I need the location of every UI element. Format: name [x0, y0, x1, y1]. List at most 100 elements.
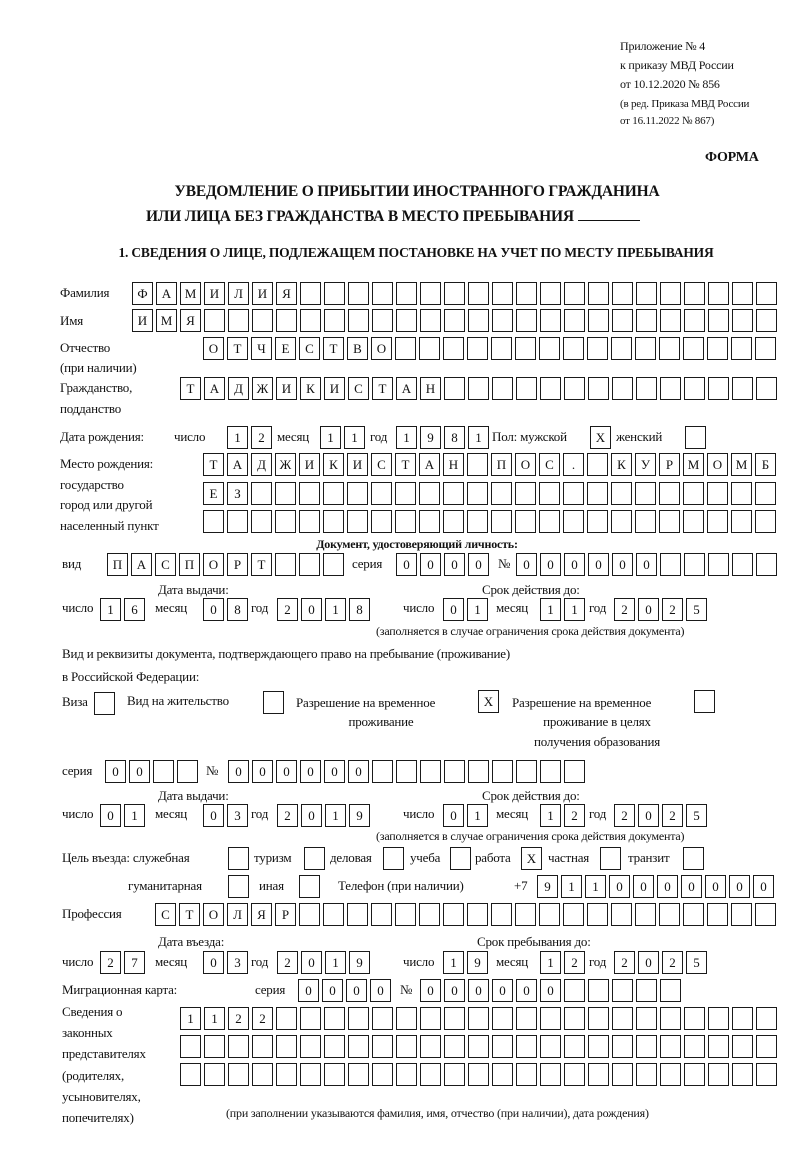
id-doc-number-field-char-box[interactable]	[660, 553, 681, 576]
representatives-field-char-box[interactable]	[228, 1035, 249, 1058]
birthplace-field-char-box[interactable]	[491, 510, 512, 533]
birthplace-field-char-box[interactable]	[659, 510, 680, 533]
birthplace-field-char-box[interactable]	[539, 482, 560, 505]
birthplace-field-char-box[interactable]: З	[227, 482, 248, 505]
citizenship-field-char-box[interactable]	[684, 377, 705, 400]
patronymic-field-char-box[interactable]	[683, 337, 704, 360]
id-doc-number-field-char-box[interactable]: 0	[564, 553, 585, 576]
representatives-field-char-box[interactable]	[732, 1035, 753, 1058]
representatives-field-char-box[interactable]	[324, 1007, 345, 1030]
surname-field-char-box[interactable]	[756, 282, 777, 305]
birthplace-field-char-box[interactable]: А	[419, 453, 440, 476]
id-doc-valid-year-char-box[interactable]: 2	[662, 598, 683, 621]
stay-doc-number-field-char-box[interactable]	[516, 760, 537, 783]
stay-doc-issue-year-char-box[interactable]: 2	[277, 804, 298, 827]
phone-field-char-box[interactable]: 0	[753, 875, 774, 898]
sex-male-checkbox[interactable]: X	[590, 426, 611, 449]
name-field-char-box[interactable]	[516, 309, 537, 332]
representatives-field-char-box[interactable]	[756, 1007, 777, 1030]
id-doc-issue-month-char-box[interactable]: 0	[203, 598, 224, 621]
id-doc-number-field-char-box[interactable]: 0	[636, 553, 657, 576]
representatives-field-char-box[interactable]	[228, 1063, 249, 1086]
id-doc-valid-year-char-box[interactable]: 5	[686, 598, 707, 621]
representatives-field-char-box[interactable]	[204, 1063, 225, 1086]
stay-doc-issue-year-char-box[interactable]: 0	[301, 804, 322, 827]
citizenship-field-char-box[interactable]	[516, 377, 537, 400]
purpose-other-checkbox[interactable]	[299, 875, 320, 898]
surname-field-char-box[interactable]	[396, 282, 417, 305]
citizenship-field-char-box[interactable]	[492, 377, 513, 400]
stay-until-year-field-char-box[interactable]: 2	[614, 951, 635, 974]
name-field-char-box[interactable]	[252, 309, 273, 332]
id-doc-series-field-char-box[interactable]: 0	[396, 553, 417, 576]
surname-field-char-box[interactable]	[492, 282, 513, 305]
patronymic-field-char-box[interactable]: Е	[275, 337, 296, 360]
representatives-field-char-box[interactable]	[564, 1035, 585, 1058]
profession-field-char-box[interactable]	[323, 903, 344, 926]
id-doc-kind-field-char-box[interactable]: С	[155, 553, 176, 576]
name-field-char-box[interactable]	[540, 309, 561, 332]
surname-field-char-box[interactable]	[612, 282, 633, 305]
surname-field-char-box[interactable]	[588, 282, 609, 305]
entry-year-field-char-box[interactable]: 0	[301, 951, 322, 974]
name-field-char-box[interactable]	[732, 309, 753, 332]
id-doc-kind-field-char-box[interactable]: П	[179, 553, 200, 576]
purpose-humanitarian-checkbox[interactable]	[228, 875, 249, 898]
representatives-field-char-box[interactable]	[684, 1063, 705, 1086]
migration-number-field-char-box[interactable]	[588, 979, 609, 1002]
representatives-field-char-box[interactable]	[684, 1035, 705, 1058]
birthplace-field-char-box[interactable]: О	[707, 453, 728, 476]
birthplace-field-char-box[interactable]: Н	[443, 453, 464, 476]
entry-year-field-char-box[interactable]: 1	[325, 951, 346, 974]
citizenship-field-char-box[interactable]: Д	[228, 377, 249, 400]
surname-field-char-box[interactable]: И	[204, 282, 225, 305]
patronymic-field-char-box[interactable]	[659, 337, 680, 360]
purpose-study-checkbox[interactable]	[450, 847, 471, 870]
residence-permit-checkbox[interactable]	[263, 691, 284, 714]
surname-field-char-box[interactable]: Я	[276, 282, 297, 305]
profession-field-char-box[interactable]	[635, 903, 656, 926]
representatives-field-char-box[interactable]	[396, 1007, 417, 1030]
name-field-char-box[interactable]	[636, 309, 657, 332]
representatives-field-char-box[interactable]: 1	[180, 1007, 201, 1030]
citizenship-field-char-box[interactable]	[636, 377, 657, 400]
purpose-service-checkbox[interactable]	[228, 847, 249, 870]
birthplace-field-char-box[interactable]	[395, 510, 416, 533]
migration-number-field-char-box[interactable]: 0	[516, 979, 537, 1002]
phone-field-char-box[interactable]: 0	[681, 875, 702, 898]
purpose-work-checkbox[interactable]: X	[521, 847, 542, 870]
birthplace-field-char-box[interactable]: Ж	[275, 453, 296, 476]
stay-doc-number-field-char-box[interactable]	[420, 760, 441, 783]
representatives-field-char-box[interactable]	[396, 1035, 417, 1058]
citizenship-field-char-box[interactable]	[732, 377, 753, 400]
entry-day-field-char-box[interactable]: 2	[100, 951, 121, 974]
representatives-field-char-box[interactable]	[468, 1063, 489, 1086]
birthplace-field-char-box[interactable]	[611, 510, 632, 533]
representatives-field-char-box[interactable]	[300, 1035, 321, 1058]
stay-doc-number-field-char-box[interactable]	[444, 760, 465, 783]
entry-month-field-char-box[interactable]: 3	[227, 951, 248, 974]
entry-year-field-char-box[interactable]: 2	[277, 951, 298, 974]
phone-field-char-box[interactable]: 1	[561, 875, 582, 898]
stay-doc-valid-day-char-box[interactable]: 0	[443, 804, 464, 827]
representatives-field-char-box[interactable]	[300, 1063, 321, 1086]
representatives-field-char-box[interactable]	[588, 1007, 609, 1030]
citizenship-field-char-box[interactable]	[756, 377, 777, 400]
id-doc-series-field-char-box[interactable]: 0	[468, 553, 489, 576]
patronymic-field-char-box[interactable]	[611, 337, 632, 360]
patronymic-field-char-box[interactable]	[443, 337, 464, 360]
id-doc-number-field-char-box[interactable]: 0	[588, 553, 609, 576]
stay-doc-number-field-char-box[interactable]: 0	[276, 760, 297, 783]
id-doc-kind-field-char-box[interactable]: Р	[227, 553, 248, 576]
name-field-char-box[interactable]	[492, 309, 513, 332]
representatives-field-char-box[interactable]	[180, 1035, 201, 1058]
birthplace-field-char-box[interactable]	[563, 482, 584, 505]
representatives-field-char-box[interactable]	[540, 1035, 561, 1058]
birthplace-field-char-box[interactable]	[563, 510, 584, 533]
id-doc-number-field-char-box[interactable]	[732, 553, 753, 576]
id-doc-kind-field-char-box[interactable]: О	[203, 553, 224, 576]
migration-number-field-char-box[interactable]: 0	[420, 979, 441, 1002]
visa-checkbox[interactable]	[94, 692, 115, 715]
birth-year-field-char-box[interactable]: 8	[444, 426, 465, 449]
birth-day-field-char-box[interactable]: 2	[251, 426, 272, 449]
